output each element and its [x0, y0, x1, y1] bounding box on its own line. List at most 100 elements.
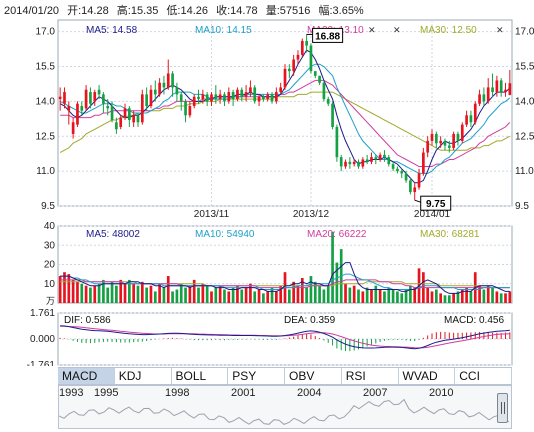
- tab-cci[interactable]: CCI: [455, 368, 512, 384]
- navigator-years: 1993 1995 1998 2001 2004 2007 2010: [59, 387, 511, 399]
- volume-bar: [456, 291, 460, 303]
- volume-bar: [335, 262, 339, 303]
- candle-body: [162, 82, 166, 88]
- price-x-tick-label: 2013/12: [293, 209, 330, 220]
- candle-body: [140, 94, 144, 123]
- volume-bar: [223, 289, 226, 303]
- volume-bar: [387, 287, 391, 303]
- volume-bar: [192, 279, 196, 303]
- candle-body: [378, 154, 382, 160]
- candle-body: [374, 157, 378, 160]
- candle-body: [253, 87, 257, 102]
- price-y-tick-right: 14.0: [515, 96, 534, 107]
- navigator-year-label: 1993: [59, 387, 84, 399]
- volume-bar: [396, 291, 399, 303]
- volume-bar: [279, 285, 283, 303]
- price-ma30-line: [59, 91, 511, 153]
- candle-body: [106, 106, 110, 109]
- volume-bar: [162, 287, 166, 303]
- volume-bar: [352, 285, 356, 303]
- price-y-tick-left: 12.5: [36, 131, 56, 142]
- tab-macd[interactable]: MACD: [58, 368, 115, 384]
- candle-body: [478, 94, 481, 104]
- tab-kdj[interactable]: KDJ: [115, 368, 172, 384]
- candle-body: [465, 115, 468, 125]
- candle-body: [145, 94, 148, 107]
- volume-bar: [430, 291, 434, 303]
- candle-body: [443, 140, 447, 146]
- volume-bar: [179, 283, 183, 303]
- candle-body: [205, 94, 209, 102]
- volume-bar: [460, 289, 464, 303]
- volume-bar: [84, 285, 88, 303]
- candle-body: [283, 68, 287, 88]
- tab-boll[interactable]: BOLL: [172, 368, 229, 384]
- candle-body: [262, 96, 265, 100]
- candle-body: [275, 92, 278, 102]
- volume-bar: [119, 279, 123, 303]
- candle-body: [396, 168, 399, 172]
- candle-body: [326, 99, 330, 104]
- price-y-tick-right: 12.5: [515, 131, 534, 142]
- candle-body: [175, 87, 179, 95]
- price-y-tick-right: 17.0: [515, 27, 534, 38]
- candle-body: [115, 122, 118, 130]
- candle-body: [400, 171, 404, 174]
- candle-body: [447, 145, 451, 148]
- macd-dif-line: [60, 325, 510, 350]
- navigator-year-label: 2007: [363, 387, 388, 399]
- candle-body: [192, 96, 196, 107]
- tab-obv[interactable]: OBV: [285, 368, 342, 384]
- volume-bar: [486, 285, 490, 303]
- navigator-drag-handle[interactable]: [497, 393, 508, 423]
- volume-bar: [153, 291, 157, 303]
- price-x-tick-label: 2014/01: [414, 209, 451, 220]
- quote-header: 2014/01/20 开:14.28 高:15.35 低:14.26 收:14.…: [4, 2, 369, 18]
- candle-body: [257, 96, 261, 102]
- candle-body: [249, 87, 252, 93]
- volume-bar: [266, 291, 270, 303]
- candle-body: [240, 89, 244, 97]
- volume-legend-entry: MA5: 48002: [86, 229, 140, 240]
- candle-body: [504, 89, 507, 93]
- annotation-price-label: 16.88: [315, 31, 340, 42]
- tab-wvad[interactable]: WVAD: [399, 368, 456, 384]
- tab-psy[interactable]: PSY: [228, 368, 285, 384]
- candle-body: [460, 124, 464, 141]
- volume-bar: [210, 291, 213, 303]
- volume-bar: [292, 281, 295, 303]
- tab-rsi[interactable]: RSI: [342, 368, 399, 384]
- quote-low: 低:14.26: [166, 5, 209, 17]
- volume-bar: [227, 291, 231, 303]
- volume-bar: [184, 287, 187, 303]
- volume-bar: [89, 287, 92, 303]
- candle-body: [80, 106, 84, 111]
- volume-y-tick: 40: [44, 221, 56, 232]
- indicator-tabs: MACD KDJ BOLL PSY OBV RSI WVAD CCI: [58, 367, 512, 385]
- quote-volume: 量:57516: [265, 5, 311, 17]
- volume-bar: [240, 289, 244, 303]
- volume-y-tick: 10: [44, 279, 56, 290]
- candle-body: [469, 115, 473, 123]
- candle-body: [383, 154, 386, 158]
- time-navigator[interactable]: 1993 1995 1998 2001 2004 2007 2010: [58, 385, 512, 429]
- macd-legend-entry: DIF: 0.586: [64, 315, 111, 326]
- navigator-year-label: 2001: [231, 387, 256, 399]
- candle-body: [404, 173, 408, 181]
- candle-body: [313, 71, 317, 76]
- volume-bar: [102, 279, 105, 303]
- candle-body: [153, 89, 157, 95]
- candle-body: [214, 94, 218, 100]
- price-legend-entry: MA30: 12.50: [420, 25, 477, 36]
- candle-body: [292, 59, 295, 72]
- navigator-year-label: 2004: [297, 387, 322, 399]
- volume-bar: [287, 289, 291, 303]
- price-y-tick-left: 11.0: [36, 166, 55, 177]
- candle-body: [357, 161, 360, 167]
- candle-body: [236, 89, 239, 100]
- volume-bar: [361, 291, 365, 303]
- candle-body: [361, 159, 365, 167]
- volume-bar: [136, 285, 140, 303]
- candle-body: [197, 96, 200, 100]
- volume-bar: [218, 285, 222, 303]
